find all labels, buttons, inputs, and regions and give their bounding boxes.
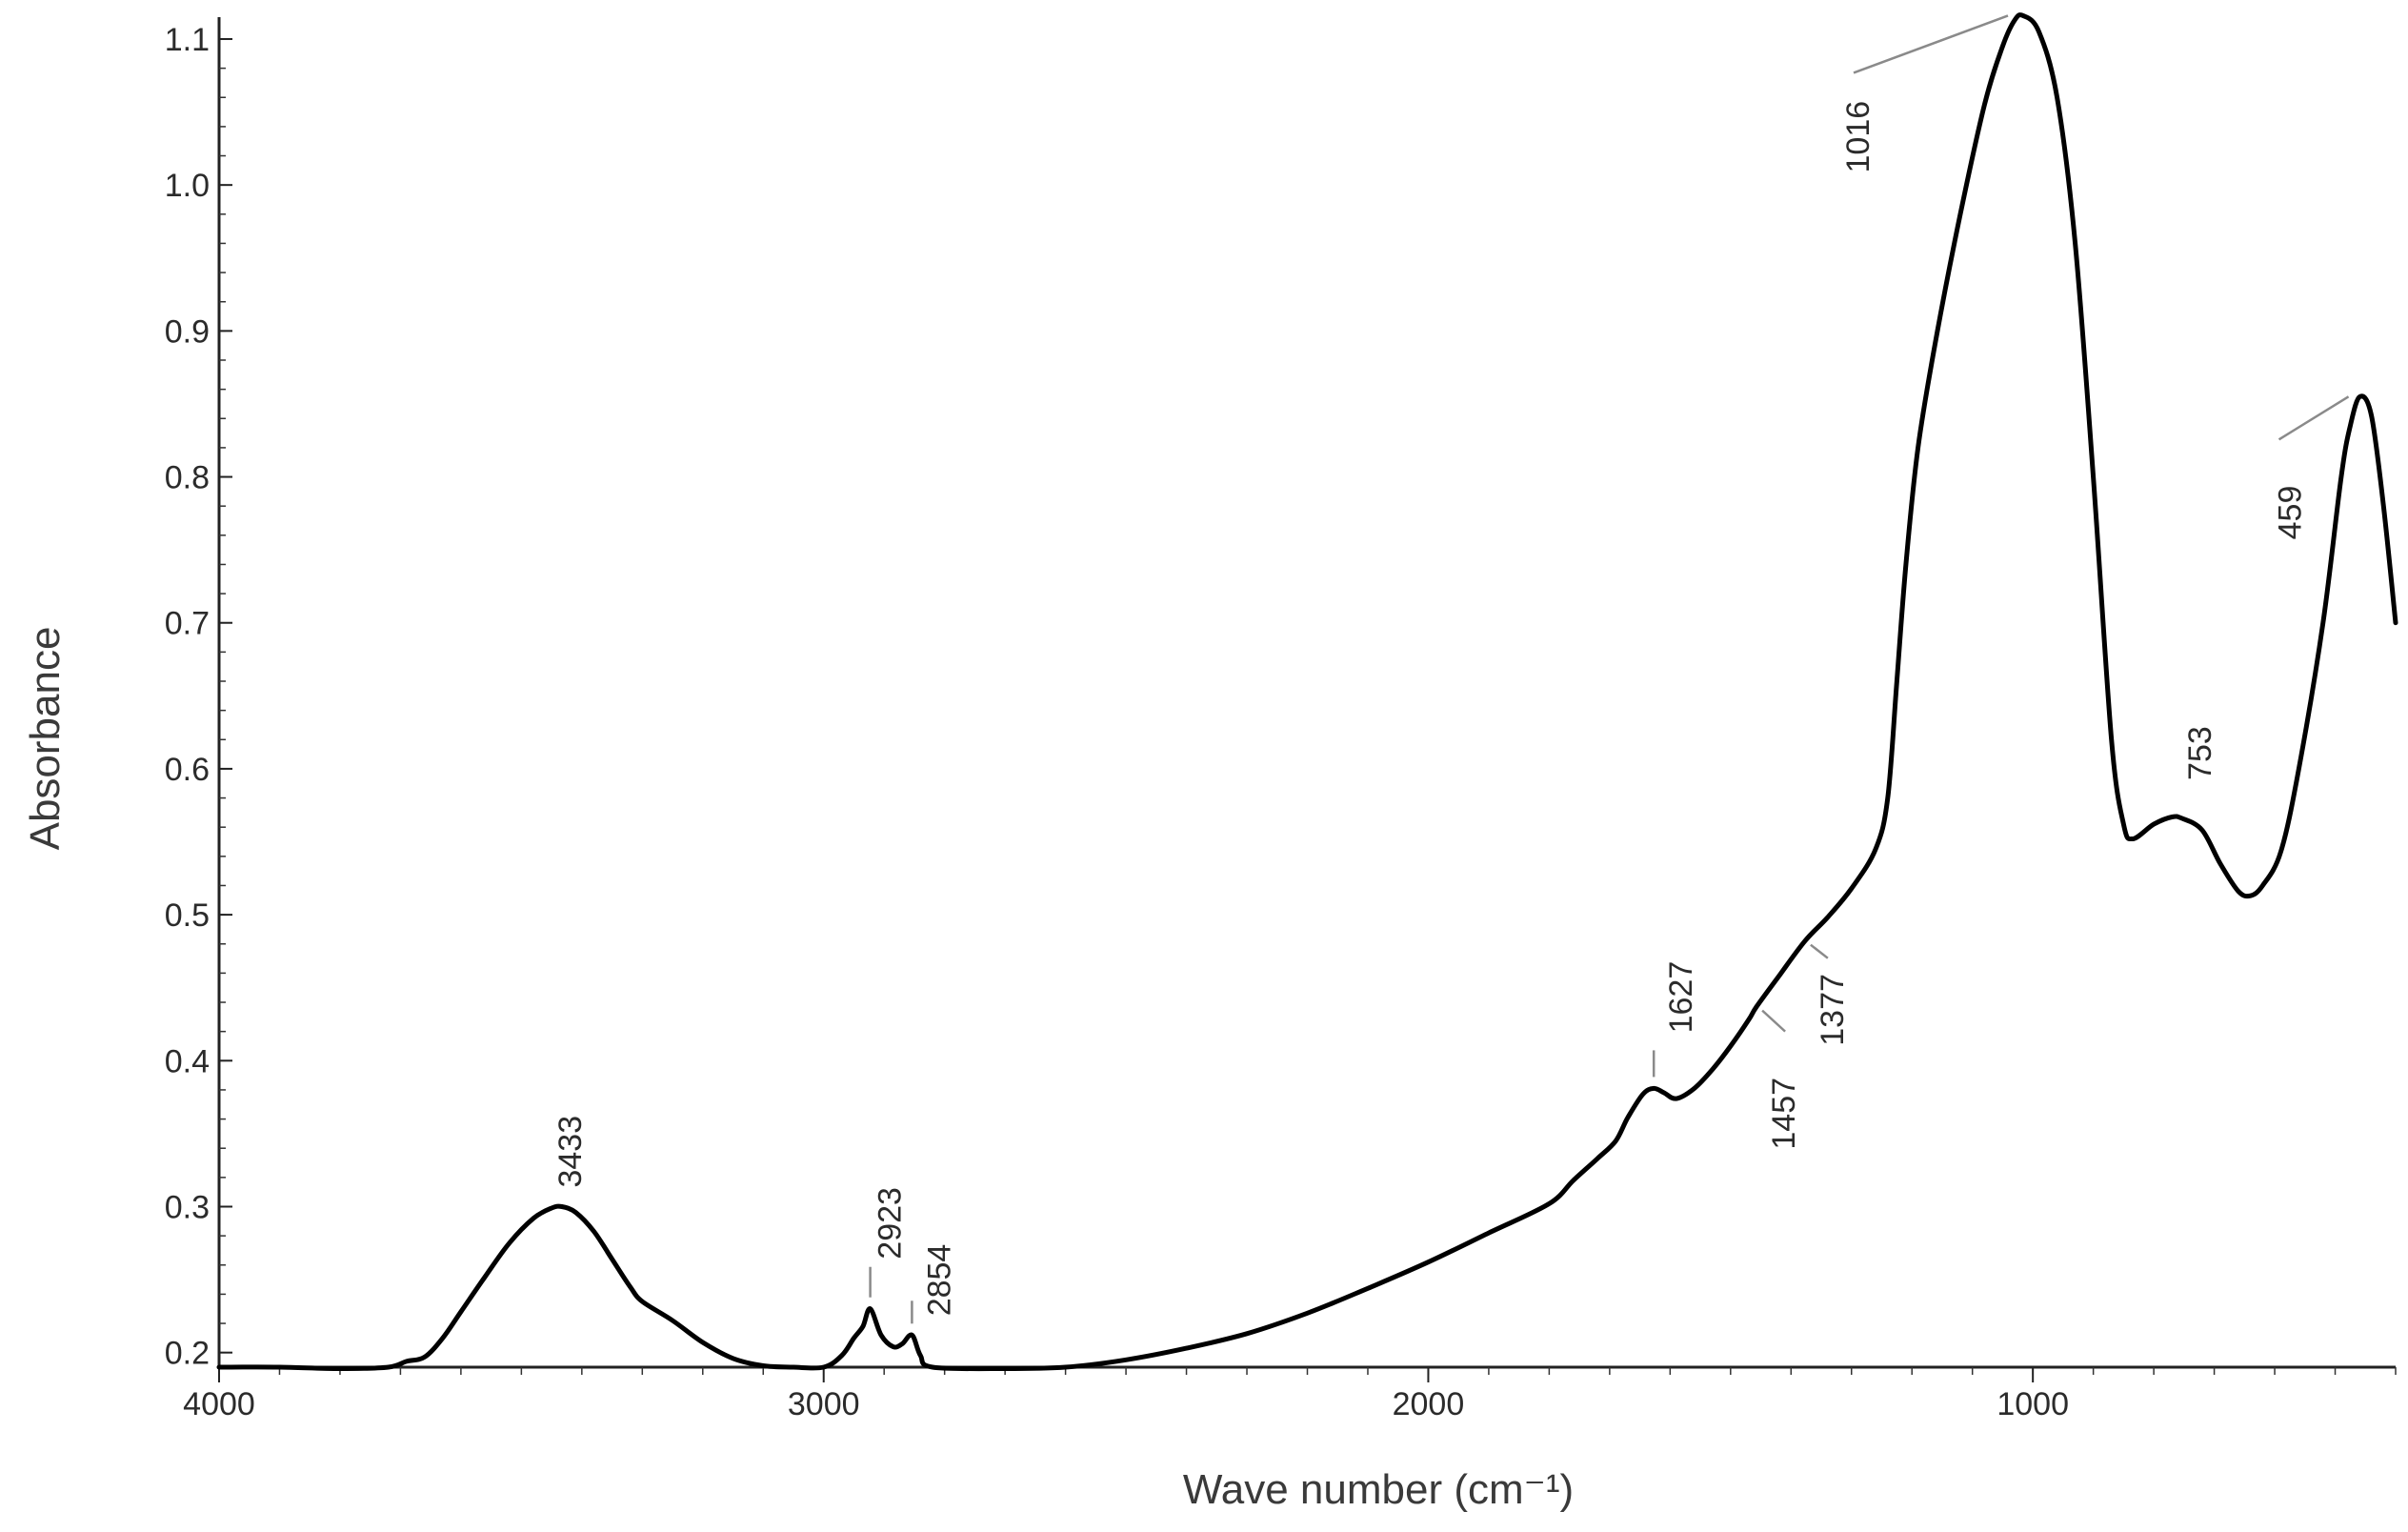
- y-tick-label: 0.6: [165, 752, 210, 788]
- peak-label-1377: 1377: [1815, 974, 1851, 1046]
- axes-layer: [217, 17, 2396, 1369]
- x-tick-label: 1000: [1997, 1386, 2069, 1422]
- y-tick-label: 0.3: [165, 1189, 210, 1225]
- x-tick-label: 4000: [183, 1386, 255, 1422]
- peak-label-3433: 3433: [552, 1116, 589, 1188]
- peak-leader-line: [1761, 1009, 1786, 1033]
- peak-label-1457: 1457: [1766, 1078, 1802, 1150]
- peak-leader-line: [2278, 395, 2350, 441]
- series-layer: [216, 12, 2398, 1372]
- peak-leader-line: [1810, 943, 1829, 959]
- x-tick-label: 2000: [1393, 1386, 1465, 1422]
- y-axis-title: Absorbance: [22, 627, 69, 851]
- x-tick-label: 3000: [788, 1386, 860, 1422]
- y-tick-label: 0.5: [165, 897, 210, 934]
- peak-label-1627: 1627: [1663, 961, 1699, 1034]
- y-tick-label: 0.4: [165, 1043, 210, 1079]
- y-tick-label: 1.1: [165, 22, 210, 58]
- peak-label-753: 753: [2182, 726, 2218, 780]
- spectrum-line-0: [216, 12, 2398, 1372]
- y-tick-label: 0.9: [165, 313, 210, 350]
- peak-label-459: 459: [2273, 486, 2309, 540]
- y-tick-label: 0.8: [165, 460, 210, 496]
- annotation-layer: 3433 2923 2854 1627 1457 1377 1016 753 459: [552, 14, 2350, 1324]
- peak-label-2923: 2923: [873, 1187, 909, 1260]
- y-tick-label: 0.2: [165, 1336, 210, 1372]
- peak-label-2854: 2854: [921, 1244, 957, 1317]
- peak-label-1016: 1016: [1840, 101, 1876, 173]
- y-tick-label: 0.7: [165, 606, 210, 642]
- peak-leader-line: [1853, 14, 2009, 74]
- x-axis-title: Wave number (cm⁻¹): [1183, 1466, 1574, 1513]
- ticks-layer: 0.2 0.3 0.4 0.5 0.6 0.7 0.8 0.9 1.0 1.1 4000 3000 20…: [165, 22, 2397, 1422]
- y-tick-label: 1.0: [165, 168, 210, 204]
